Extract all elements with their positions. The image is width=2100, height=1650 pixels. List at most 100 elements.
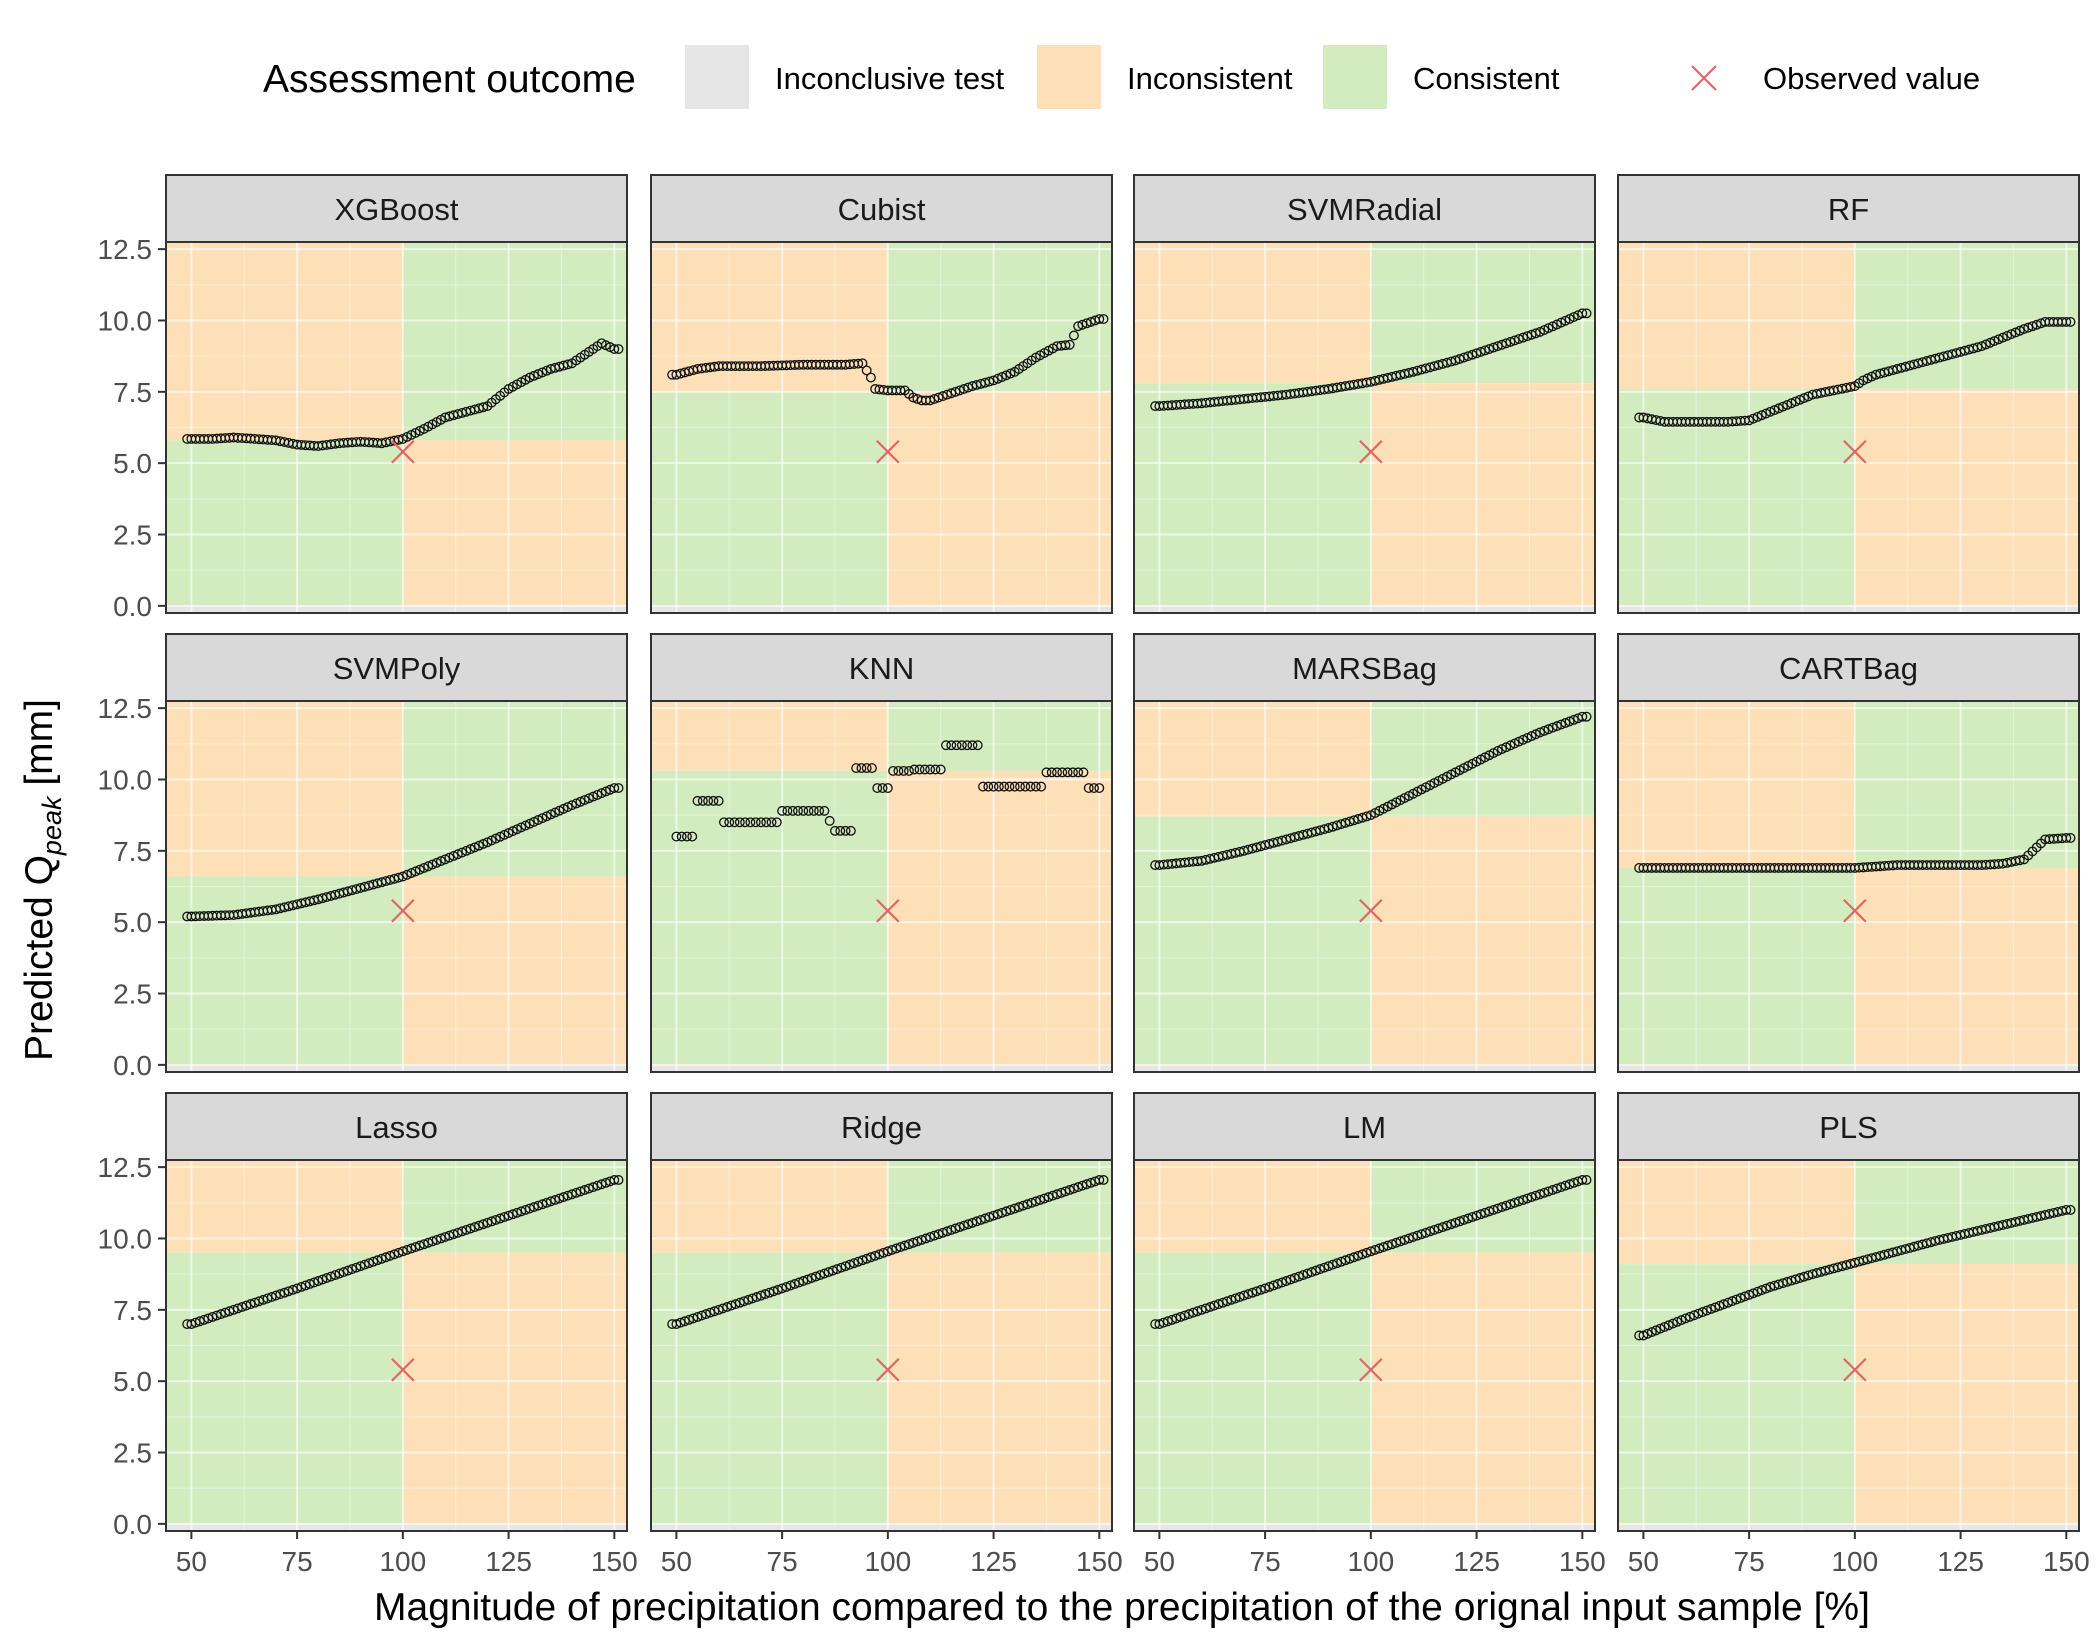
data-point: [972, 740, 983, 751]
data-point: [1230, 1293, 1241, 1304]
data-point: [364, 1258, 374, 1269]
data-point: [562, 1190, 573, 1201]
data-point: [1260, 1283, 1271, 1294]
data-point: [1057, 767, 1068, 778]
data-point: [389, 1249, 400, 1260]
data-point: [507, 1209, 518, 1220]
data-point: [1188, 1307, 1199, 1318]
panel-svmpoly: SVMPoly 0.0 2.5 5.0 7.5 10.0 12.5: [98, 633, 628, 1081]
data-point: [1556, 1182, 1567, 1193]
panel-pls: PLS 50 75 100 125 150: [1617, 1092, 2090, 1577]
data-point: [793, 805, 803, 816]
data-point: [1319, 1262, 1330, 1273]
data-point: [882, 783, 893, 793]
data-point: [1196, 1304, 1207, 1315]
data-point: [815, 1270, 826, 1281]
data-point: [1484, 344, 1495, 354]
data-point: [431, 857, 442, 868]
data-point: [452, 849, 463, 860]
x-tick-label: 150: [1559, 1546, 1606, 1577]
legend-swatch-consistent: [1323, 45, 1387, 109]
data-point: [1085, 316, 1096, 327]
data-point: [1018, 1200, 1029, 1211]
data-point: [908, 392, 919, 403]
data-point: [1030, 781, 1041, 792]
data-point: [1015, 781, 1025, 792]
data-point: [1175, 1312, 1186, 1322]
data-point: [739, 1296, 749, 1307]
data-point: [592, 789, 603, 800]
data-point: [1744, 415, 1755, 426]
strip-label: SVMPoly: [333, 651, 461, 686]
data-point: [232, 1303, 243, 1314]
data-point: [609, 783, 620, 793]
data-point: [870, 1250, 881, 1261]
data-point: [1467, 349, 1478, 360]
data-point: [827, 1265, 838, 1276]
data-point: [431, 1234, 442, 1245]
data-point: [1078, 767, 1089, 778]
data-point: [853, 1256, 864, 1267]
data-point: [1412, 1230, 1423, 1241]
data-point: [1052, 767, 1062, 778]
data-point: [440, 854, 451, 865]
region-inconclusive: [651, 1523, 1112, 1531]
y-tick-label: 12.5: [98, 693, 153, 724]
data-point: [997, 1207, 1007, 1218]
strip-label: Lasso: [355, 1110, 438, 1145]
data-point: [1234, 1292, 1245, 1302]
data-point: [1004, 781, 1015, 792]
y-tick-label: 12.5: [98, 1152, 153, 1183]
data-point: [771, 817, 782, 828]
data-point: [2014, 325, 2025, 336]
data-point: [1009, 1203, 1020, 1214]
observed-value-cross-icon: [391, 898, 415, 923]
data-point: [1047, 1190, 1058, 1201]
data-point: [988, 375, 999, 386]
data-point: [781, 1281, 792, 1292]
data-point: [1680, 1313, 1691, 1324]
x-axis-title: Magnitude of precipitation compared to t…: [374, 1586, 1870, 1629]
data-point: [925, 764, 936, 775]
x-tick-label: 50: [1628, 1546, 1659, 1577]
data-point: [1985, 337, 1996, 348]
data-point: [1387, 1239, 1397, 1250]
cross-stroke: [876, 439, 900, 464]
data-point: [1543, 1186, 1554, 1197]
data-point: [1756, 410, 1767, 421]
data-point: [1089, 783, 1099, 793]
data-point: [313, 1276, 324, 1286]
panel-border: [165, 700, 628, 1073]
data-point: [596, 1179, 607, 1190]
data-point: [2027, 321, 2038, 332]
data-point: [397, 1246, 408, 1257]
data-point: [474, 1220, 484, 1231]
data-point: [194, 1316, 205, 1327]
data-point: [207, 1312, 218, 1322]
data-point: [1659, 1321, 1670, 1332]
data-point: [1676, 1315, 1687, 1326]
observed-value-cross-icon: [1843, 1357, 1867, 1382]
data-point: [1272, 1279, 1283, 1289]
data-point: [2061, 316, 2072, 327]
data-point: [1748, 413, 1759, 424]
x-tick-label: 125: [970, 1546, 1017, 1577]
data-point: [1684, 1311, 1695, 1322]
region-consistent: [1134, 1252, 1371, 1524]
data-point: [1547, 722, 1558, 733]
data-point: [676, 831, 687, 842]
region-inconsistent: [1618, 242, 1855, 389]
x-tick-label: 50: [661, 1546, 692, 1577]
strip-background: [1133, 174, 1596, 243]
data-point: [920, 1233, 931, 1244]
observed-value-cross-icon: [391, 439, 415, 464]
cross-stroke: [1359, 439, 1383, 464]
data-point: [993, 781, 1004, 792]
strip-label: PLS: [1819, 1110, 1878, 1145]
region-consistent: [1370, 242, 1595, 384]
data-point: [1646, 1327, 1657, 1338]
data-point: [609, 344, 620, 354]
data-point: [1492, 1203, 1503, 1214]
data-point: [1344, 1253, 1355, 1264]
panel-ridge: Ridge 50 75 100 125 150: [650, 1092, 1123, 1577]
